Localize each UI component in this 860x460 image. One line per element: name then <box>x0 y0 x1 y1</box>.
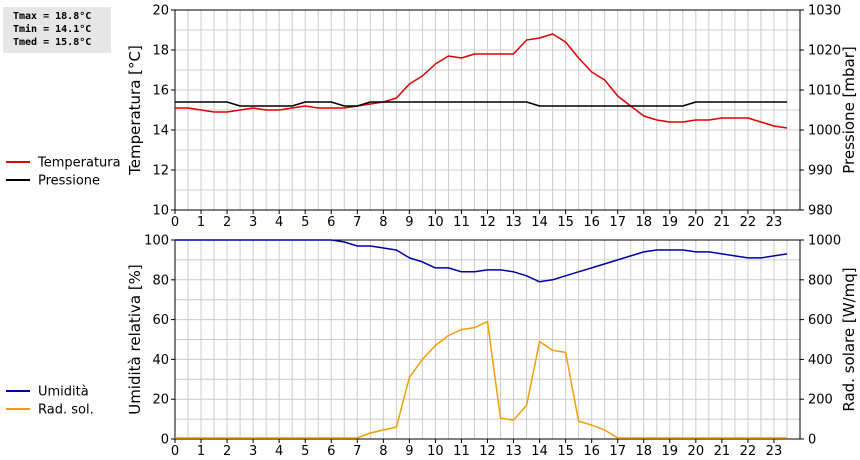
y2-tick-label: 200 <box>808 393 833 408</box>
legend-label: Rad. sol. <box>38 403 94 418</box>
x-tick-label: 20 <box>688 215 705 230</box>
y-tick-label: 80 <box>152 273 169 288</box>
x-tick-label: 2 <box>223 444 231 459</box>
x-tick-label: 12 <box>479 215 496 230</box>
x-tick-label: 0 <box>171 444 179 459</box>
y-tick-label: 20 <box>152 393 169 408</box>
series-rad-sol-line <box>175 320 787 439</box>
x-tick-label: 10 <box>427 215 444 230</box>
x-tick-label: 13 <box>505 444 522 459</box>
x-tick-label: 16 <box>583 444 600 459</box>
x-tick-label: 9 <box>405 215 413 230</box>
y2-tick-label: 990 <box>808 164 833 179</box>
legend-label: Temperatura <box>37 156 121 171</box>
y2-tick-label: 1020 <box>808 44 841 59</box>
x-tick-label: 4 <box>275 215 283 230</box>
y-tick-label: 0 <box>161 433 169 448</box>
y-tick-label: 12 <box>152 164 169 179</box>
x-tick-label: 14 <box>531 215 548 230</box>
tmin-text: Tmin = 14.1°C <box>13 24 92 35</box>
x-tick-label: 8 <box>379 215 387 230</box>
x-tick-label: 21 <box>714 215 731 230</box>
y-tick-label: 40 <box>152 353 169 368</box>
x-tick-label: 2 <box>223 215 231 230</box>
y2-tick-label: 800 <box>808 273 833 288</box>
series-umidit-line <box>175 239 788 283</box>
y2-axis-label: Pressione [mbar] <box>840 46 858 174</box>
series-pressione-line <box>175 101 787 107</box>
x-tick-label: 18 <box>635 215 652 230</box>
tmed-text: Tmed = 15.8°C <box>13 37 92 48</box>
x-tick-label: 4 <box>275 444 283 459</box>
y-tick-label: 20 <box>152 4 169 19</box>
x-tick-label: 17 <box>609 215 626 230</box>
y2-axis-label: Rad. solare [W/mq] <box>840 267 858 411</box>
x-tick-label: 0 <box>171 215 179 230</box>
x-tick-label: 9 <box>405 444 413 459</box>
x-tick-label: 5 <box>301 444 309 459</box>
x-tick-label: 10 <box>427 444 444 459</box>
x-tick-label: 5 <box>301 215 309 230</box>
x-tick-label: 13 <box>505 215 522 230</box>
y2-tick-label: 1000 <box>808 234 841 249</box>
x-tick-label: 7 <box>353 215 361 230</box>
x-tick-label: 15 <box>557 444 574 459</box>
y-tick-label: 60 <box>152 313 169 328</box>
y-tick-label: 16 <box>152 84 169 99</box>
x-tick-label: 6 <box>327 215 335 230</box>
tmax-text: Tmax = 18.8°C <box>13 11 92 22</box>
x-tick-label: 11 <box>453 215 470 230</box>
x-tick-label: 1 <box>197 444 205 459</box>
y2-tick-label: 1030 <box>808 4 841 19</box>
series-temperatura-line <box>175 33 788 129</box>
x-tick-label: 3 <box>249 215 257 230</box>
y-axis-label: Umidità relativa [%] <box>126 264 144 415</box>
x-tick-label: 8 <box>379 444 387 459</box>
x-tick-label: 16 <box>583 215 600 230</box>
y-tick-label: 14 <box>152 124 169 139</box>
chart-panel-1: 0 1 2 3 4 5 6 7 8 9 10 11 12 13 14 15 16 17 18 19 20 21 22 2310… <box>6 4 858 230</box>
chart-panel-2: 0 1 2 3 4 5 6 7 8 9 10 11 12 13 14 15 16 17 18 19 20 21 22 2302… <box>6 234 858 459</box>
y2-tick-label: 0 <box>808 433 816 448</box>
x-tick-label: 23 <box>766 215 783 230</box>
x-tick-label: 22 <box>740 215 757 230</box>
y2-tick-label: 600 <box>808 313 833 328</box>
x-tick-label: 19 <box>662 444 679 459</box>
y-tick-label: 100 <box>144 234 169 249</box>
x-tick-label: 23 <box>766 444 783 459</box>
x-tick-label: 11 <box>453 444 470 459</box>
x-tick-label: 19 <box>662 215 679 230</box>
x-tick-label: 18 <box>635 444 652 459</box>
legend-label: Pressione <box>38 174 100 189</box>
x-tick-label: 12 <box>479 444 496 459</box>
x-tick-label: 6 <box>327 444 335 459</box>
y-axis-label: Temperatura [°C] <box>126 45 144 176</box>
x-tick-label: 1 <box>197 215 205 230</box>
y-tick-label: 18 <box>152 44 169 59</box>
legend-label: Umidità <box>38 385 89 400</box>
y2-tick-label: 1010 <box>808 84 841 99</box>
x-tick-label: 3 <box>249 444 257 459</box>
x-tick-label: 22 <box>740 444 757 459</box>
x-tick-label: 17 <box>609 444 626 459</box>
stats-box: Tmax = 18.8°C Tmin = 14.1°C Tmed = 15.8°… <box>3 7 111 53</box>
y2-tick-label: 980 <box>808 204 833 219</box>
y2-tick-label: 400 <box>808 353 833 368</box>
y-tick-label: 10 <box>152 204 169 219</box>
x-tick-label: 21 <box>714 444 731 459</box>
x-tick-label: 14 <box>531 444 548 459</box>
x-tick-label: 15 <box>557 215 574 230</box>
y2-tick-label: 1000 <box>808 124 841 139</box>
x-tick-label: 7 <box>353 444 361 459</box>
x-tick-label: 20 <box>688 444 705 459</box>
